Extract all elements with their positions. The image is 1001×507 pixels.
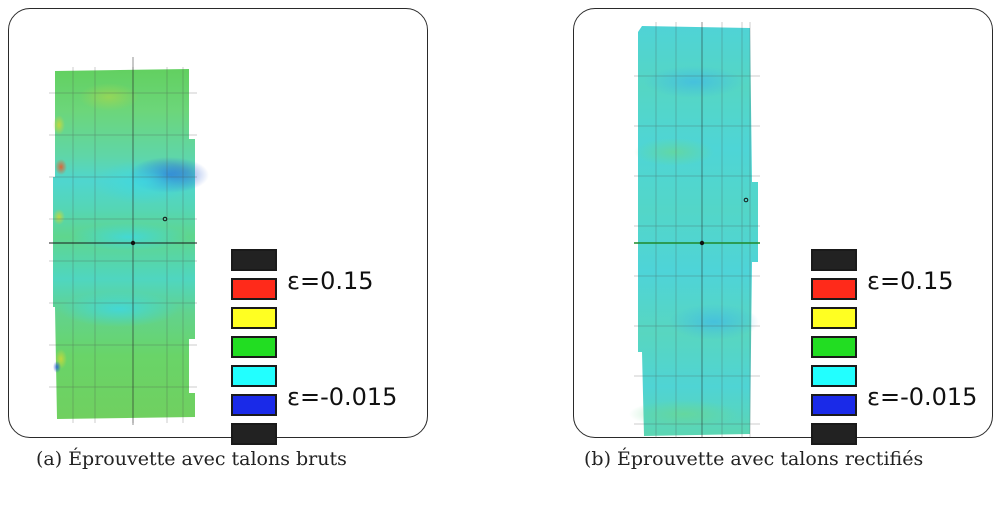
legend-label: ε=-0.015 (287, 383, 398, 411)
legend-entry: ε=-0.015 (811, 385, 1001, 416)
legend-entry: ε=0.15 (231, 269, 431, 300)
legend-swatch (811, 423, 857, 445)
legend-label: ε=0.15 (287, 267, 374, 295)
legend-label: ε=0.15 (867, 267, 954, 295)
legend-swatch (811, 307, 857, 329)
legend-entry (811, 365, 1001, 387)
legend-entry (811, 249, 1001, 271)
strain-map-panel-raw-tabs: ε=0.15 ε=-0.015 (8, 8, 431, 445)
legend-swatch (231, 278, 277, 300)
legend-swatch (811, 249, 857, 271)
legend-entry (231, 365, 431, 387)
legend-entry (231, 249, 431, 271)
legend-label: ε=-0.015 (867, 383, 978, 411)
legend-swatch (811, 365, 857, 387)
strain-field-image-raw (49, 57, 209, 425)
legend-entry (231, 307, 431, 329)
legend-swatch (231, 249, 277, 271)
legend-entry (811, 307, 1001, 329)
strain-map-panel-ground-tabs: ε=0.15 ε=-0.015 (573, 8, 993, 445)
legend-entry: ε=-0.015 (231, 385, 431, 416)
legend-swatch (231, 423, 277, 445)
legend-swatch (231, 307, 277, 329)
specimen-strain-field-raw (49, 57, 209, 425)
legend-swatch (231, 365, 277, 387)
legend-swatch (811, 394, 857, 416)
legend-entry (811, 423, 1001, 445)
strain-field-image-ground (629, 22, 760, 438)
caption-raw-tabs: (a) Éprouvette avec talons bruts (36, 448, 347, 470)
legend-swatch (231, 336, 277, 358)
legend-swatch (811, 336, 857, 358)
legend-entry (231, 423, 431, 445)
legend-swatch (231, 394, 277, 416)
legend-swatch (811, 278, 857, 300)
legend-entry: ε=0.15 (811, 269, 1001, 300)
specimen-strain-field-ground (629, 22, 760, 438)
legend-entry (231, 336, 431, 358)
caption-ground-tabs: (b) Éprouvette avec talons rectifiés (584, 448, 924, 470)
legend-entry (811, 336, 1001, 358)
